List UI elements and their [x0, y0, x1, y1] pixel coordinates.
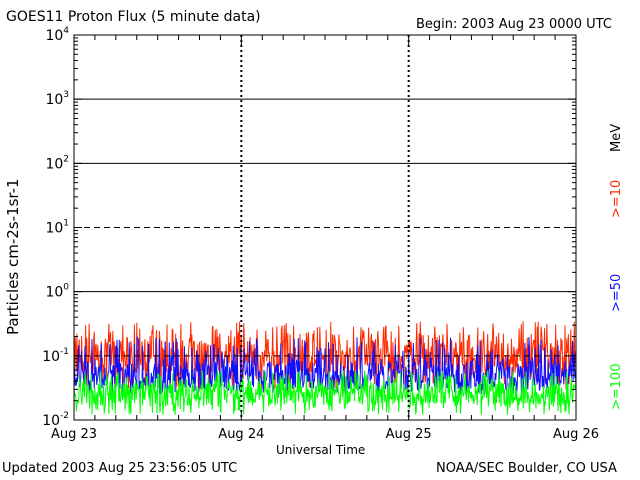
x-tick-label: Aug 26: [553, 427, 599, 442]
y-tick-label: 10-2: [42, 411, 69, 429]
y-axis-label: Particles cm-2s-1sr-1: [4, 178, 22, 335]
updated-time: Updated 2003 Aug 25 23:56:05 UTC: [2, 461, 238, 476]
y-tick-label: 10-1: [42, 347, 69, 365]
chart-title: GOES11 Proton Flux (5 minute data): [6, 9, 261, 25]
series-line-ge100: [73, 370, 577, 416]
legend-series-50: >=50: [609, 273, 624, 312]
legend-series-100: >=100: [609, 363, 624, 410]
credit: NOAA/SEC Boulder, CO USA: [436, 461, 617, 476]
begin-time: Begin: 2003 Aug 23 0000 UTC: [416, 17, 612, 32]
y-tick-label: 102: [45, 154, 69, 172]
x-tick-label: Aug 25: [386, 427, 432, 442]
x-tick-label: Aug 24: [218, 427, 264, 442]
x-axis-label: Universal Time: [276, 443, 366, 457]
legend-series-10: >=10: [609, 179, 624, 218]
y-tick-label: 101: [45, 219, 69, 237]
unit-label: MeV: [609, 123, 624, 152]
y-tick-label: 100: [45, 283, 69, 301]
x-tick-label: Aug 23: [51, 427, 97, 442]
y-axis-label-text: Particles cm-2s-1sr-1: [4, 178, 22, 335]
y-tick-label: 104: [45, 26, 69, 44]
y-tick-label: 103: [45, 90, 69, 108]
